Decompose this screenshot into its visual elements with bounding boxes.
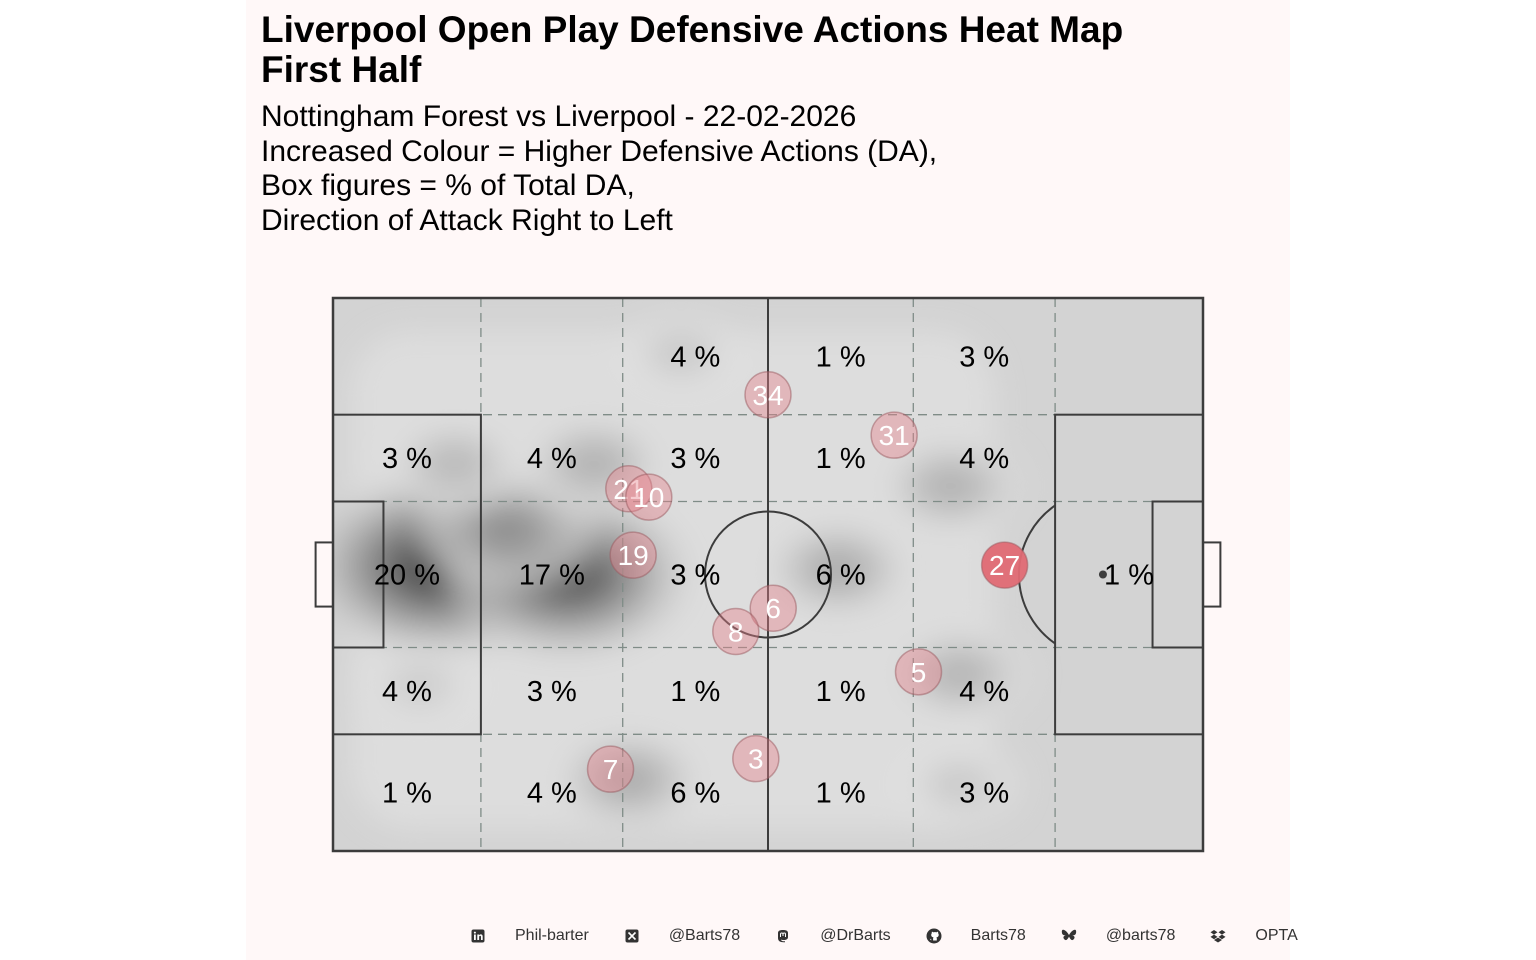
player-number: 34 xyxy=(752,380,783,411)
zone-pct-label: 3 % xyxy=(959,341,1009,373)
zone-pct-label: 1 % xyxy=(816,443,866,475)
player-marker: 7 xyxy=(586,745,635,793)
player-dot xyxy=(894,648,943,696)
density-contour-7-4 xyxy=(933,656,986,692)
footer-credits: Phil-barter @Barts78 @DrBarts Barts78 @b… xyxy=(470,924,1298,948)
zone-pct-label: 3 % xyxy=(527,676,577,708)
density-contour-10-4 xyxy=(936,768,983,801)
density-contour-6-4 xyxy=(924,468,977,504)
zone-pct-label: 1 % xyxy=(816,676,866,708)
zone-pct-label: 6 % xyxy=(816,560,866,592)
player-marker: 5 xyxy=(894,648,943,696)
density-contour-5-4 xyxy=(811,550,865,588)
subtitle-match: Nottingham Forest vs Liverpool - 22-02-2… xyxy=(261,100,857,133)
player-dot xyxy=(712,607,760,656)
density-contour-3-4 xyxy=(568,446,620,482)
linkedin-icon xyxy=(470,928,486,944)
zone-pct-label: 3 % xyxy=(670,443,720,475)
zone-pct-label: 4 % xyxy=(959,443,1009,475)
player-marker: 21 xyxy=(605,465,653,513)
player-marker: 19 xyxy=(609,531,657,579)
zone-pct-label: 1 % xyxy=(382,778,432,810)
player-number: 6 xyxy=(765,593,781,624)
right-penalty-spot xyxy=(1098,570,1107,579)
footer-bluesky-handle: @barts78 xyxy=(1105,927,1176,944)
player-marker: 31 xyxy=(870,411,918,459)
player-marker: 27 xyxy=(980,541,1029,589)
player-marker: 10 xyxy=(625,473,673,521)
chart-subtitle: Nottingham Forest vs Liverpool - 22-02-2… xyxy=(261,100,1261,238)
zone-pct-label: 1 % xyxy=(1104,560,1154,592)
player-marker: 3 xyxy=(732,734,780,783)
density-contour-4-4 xyxy=(429,446,480,482)
right-goal xyxy=(1202,541,1222,608)
subtitle-box-note: Box figures = % of Total DA, xyxy=(261,169,635,202)
zone-pct-label: 6 % xyxy=(670,778,720,810)
zone-pct-label: 4 % xyxy=(959,676,1009,708)
player-dot xyxy=(870,411,918,459)
zone-pct-label: 20 % xyxy=(374,560,440,592)
chart-title: Liverpool Open Play Defensive Actions He… xyxy=(261,9,1124,90)
player-dot xyxy=(744,371,792,419)
player-dot xyxy=(625,473,673,521)
zone-pct-label: 3 % xyxy=(382,443,432,475)
zone-pct-label: 4 % xyxy=(527,443,577,475)
player-number: 31 xyxy=(879,420,910,451)
mastodon-icon xyxy=(775,928,791,944)
zone-pct-label: 4 % xyxy=(527,778,577,810)
zone-pct-label: 1 % xyxy=(816,778,866,810)
github-icon xyxy=(926,928,942,944)
x-twitter-icon xyxy=(624,928,640,944)
subtitle-direction-note: Direction of Attack Right to Left xyxy=(261,203,673,237)
player-dot xyxy=(586,745,635,793)
player-number: 27 xyxy=(989,550,1020,581)
zone-pct-label: 4 % xyxy=(382,676,432,708)
player-number: 8 xyxy=(728,616,744,647)
subtitle-colour-note: Increased Colour = Higher Defensive Acti… xyxy=(261,134,938,168)
zone-percentages: 4 % 1 % 3 % 3 % 4 % 3 % 1 % 4 % 20 % 17 % 3 % 6 % 1 … xyxy=(374,341,1154,809)
footer-x-handle: @Barts78 xyxy=(668,927,741,944)
player-number: 10 xyxy=(633,482,664,513)
player-marker: 6 xyxy=(749,584,797,632)
bluesky-icon xyxy=(1061,928,1077,944)
density-contour-9-4 xyxy=(657,337,705,370)
zone-pct-label: 17 % xyxy=(519,560,585,592)
player-marker: 34 xyxy=(744,371,792,419)
density-contour-8-4 xyxy=(602,760,656,798)
player-number: 3 xyxy=(748,744,764,775)
density-contour-2-4 xyxy=(477,510,537,551)
player-dot xyxy=(732,734,780,783)
pitch-markings xyxy=(314,296,1222,853)
zone-pct-label: 3 % xyxy=(959,778,1009,810)
density-contour-11-4 xyxy=(396,669,444,701)
player-dot xyxy=(605,465,653,513)
footer-data-source: OPTA xyxy=(1255,927,1298,944)
player-dot xyxy=(980,541,1029,589)
zone-pct-label: 3 % xyxy=(670,560,720,592)
zone-pct-label: 4 % xyxy=(670,341,720,373)
footer-github-handle: Barts78 xyxy=(970,927,1026,944)
left-goal xyxy=(314,541,335,608)
zone-pct-label: 1 % xyxy=(816,341,866,373)
player-number: 19 xyxy=(618,540,649,571)
player-number: 5 xyxy=(911,657,927,688)
player-dot xyxy=(609,531,657,579)
dropbox-icon xyxy=(1210,928,1226,944)
player-dot xyxy=(749,584,797,632)
footer-linkedin-handle: Phil-barter xyxy=(515,927,589,944)
footer-mastodon-handle: @DrBarts xyxy=(820,927,891,944)
centre-circle xyxy=(704,510,832,639)
player-number: 21 xyxy=(613,474,644,505)
player-marker: 8 xyxy=(712,607,760,656)
player-number: 7 xyxy=(603,754,619,785)
zone-pct-label: 1 % xyxy=(670,676,720,708)
